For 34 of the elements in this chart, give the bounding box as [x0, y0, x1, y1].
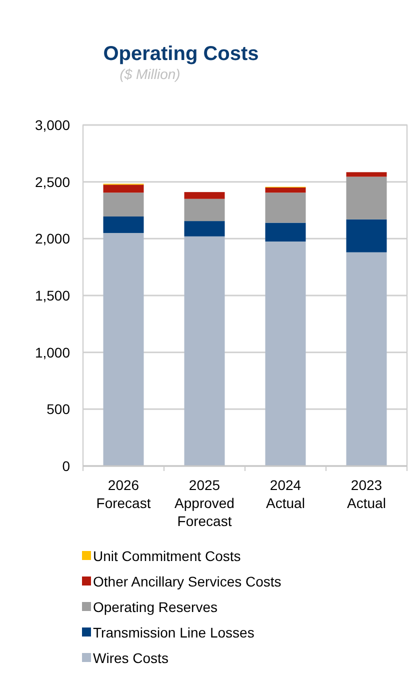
legend-label: Operating Reserves	[93, 599, 218, 615]
bar	[184, 236, 225, 466]
bar	[103, 192, 144, 216]
x-tick-label: 2024 Actual	[266, 477, 305, 511]
y-tick-label: 2,000	[34, 230, 70, 247]
bar	[265, 242, 306, 466]
bar	[346, 252, 387, 466]
y-tick-label: 1,500	[34, 288, 70, 304]
y-tick-label: 500	[46, 401, 70, 418]
bar	[265, 192, 306, 223]
x-tick-label: 2023 Actual	[347, 477, 386, 511]
bar	[346, 219, 387, 252]
legend-label: Unit Commitment Costs	[93, 548, 241, 564]
bar	[184, 221, 225, 236]
bar	[265, 188, 306, 193]
x-tick-label: 2025 Approved Forecast	[174, 477, 234, 529]
legend-label: Wires Costs	[93, 650, 168, 666]
bar	[103, 232, 144, 466]
y-tick-label: 3,000	[34, 117, 70, 133]
bar	[184, 198, 225, 222]
y-tick-label: 2,500	[34, 174, 70, 190]
chart-title: Operating Costs	[103, 43, 259, 65]
bar	[346, 172, 387, 177]
bar	[265, 222, 306, 242]
legend-label: Other Ancillary Services Costs	[93, 574, 282, 590]
x-tick-label: 2026 Forecast	[96, 477, 151, 511]
y-tick-label: 0	[62, 458, 70, 474]
legend-label: Transmission Line Losses	[93, 624, 254, 640]
y-tick-label: 1,000	[34, 344, 70, 360]
bar	[346, 176, 387, 220]
bar	[103, 184, 144, 193]
chart-subtitle: ($ Million)	[120, 66, 180, 82]
bar	[184, 192, 225, 199]
bar	[103, 216, 144, 233]
